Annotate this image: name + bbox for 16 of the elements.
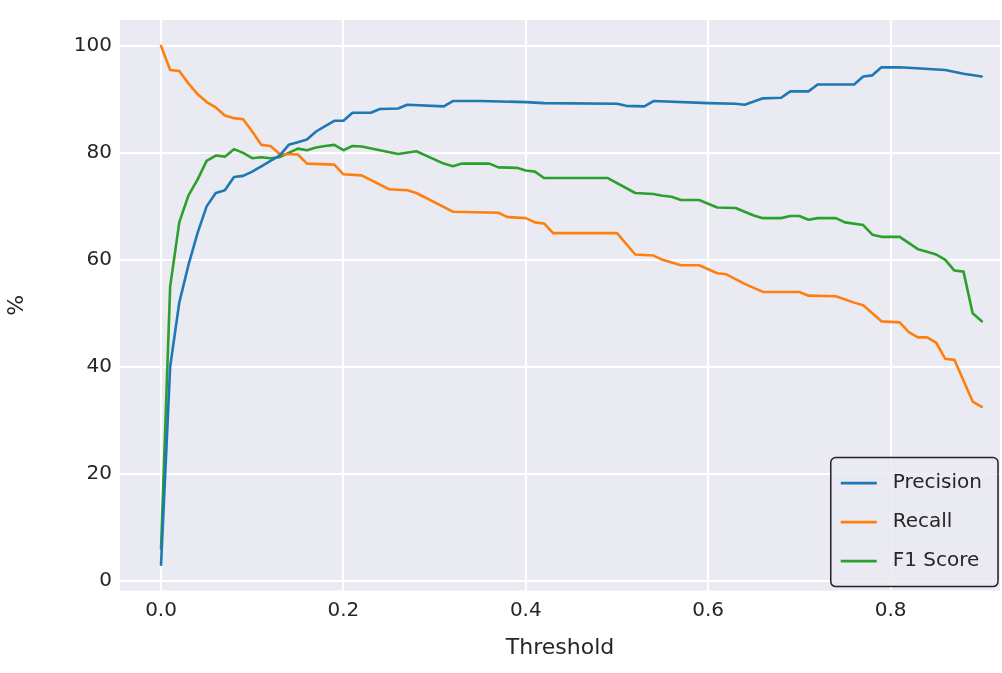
y-tick-label: 40 [86,353,112,377]
legend-label: Recall [892,508,953,533]
y-tick-label: 0 [99,566,112,591]
y-tick-label: 100 [73,32,112,57]
x-tick-label: 0.2 [327,596,360,621]
legend-label: Precision [892,469,983,494]
y-tick-label: 80 [86,139,112,164]
y-axis-title: % [2,294,28,316]
x-tick-label: 0.8 [874,596,907,621]
x-tick-label: 0.6 [692,596,725,621]
x-tick-label: 0.4 [509,596,542,621]
x-axis-title: Threshold [504,633,615,659]
y-tick-label: 60 [86,246,112,271]
y-tick-label: 20 [86,459,112,484]
legend-label: F1 Score [892,547,980,572]
x-tick-label: 0.0 [145,596,177,621]
